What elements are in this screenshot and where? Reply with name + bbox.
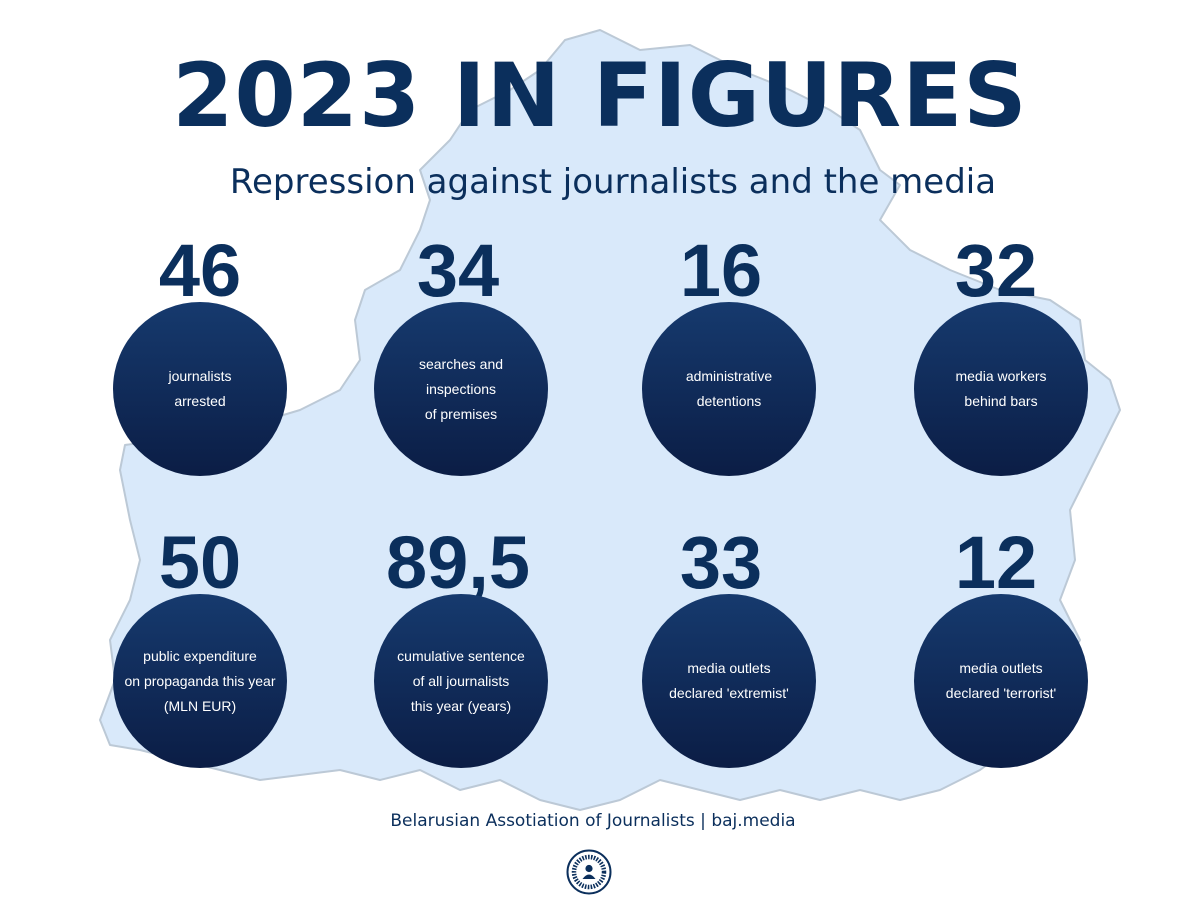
baj-logo-icon (566, 849, 612, 895)
page-subtitle: Repression against journalists and the m… (229, 162, 997, 202)
stat-label: administrative detentions (685, 368, 773, 409)
stat-value: 32 (954, 229, 1038, 312)
stat-circle: media outlets declared 'terrorist' (914, 594, 1088, 768)
stat-label: cumulative sentence of all journalists t… (397, 647, 525, 714)
stat-label: public expenditure on propaganda this ye… (124, 647, 276, 714)
stat-circle: media outlets declared 'extremist' (642, 594, 816, 768)
stat-label: searches and inspections of premises (418, 355, 504, 422)
stat-value: 46 (158, 229, 242, 312)
stat-circle: media workers behind bars (914, 302, 1088, 476)
stat-label: media outlets declared 'terrorist' (945, 660, 1057, 701)
stat-circle: journalists arrested (113, 302, 287, 476)
stat-value: 33 (679, 521, 763, 604)
stat-label: media workers behind bars (955, 368, 1047, 409)
page-title: 2023 IN FIGURES (172, 44, 1028, 147)
stat-label: journalists arrested (168, 368, 232, 409)
stat-value: 34 (416, 229, 500, 312)
stat-value: 50 (158, 521, 242, 604)
stat-circle: public expenditure on propaganda this ye… (113, 594, 287, 768)
stat-circle: administrative detentions (642, 302, 816, 476)
stat-label: media outlets declared 'extremist' (669, 660, 789, 701)
stat-value: 16 (679, 229, 763, 312)
stat-value: 12 (954, 521, 1038, 604)
stat-circle: cumulative sentence of all journalists t… (374, 594, 548, 768)
stat-circle: searches and inspections of premises (374, 302, 548, 476)
footer-credit: Belarusian Assotiation of Journalists | … (390, 811, 796, 831)
stat-value: 89,5 (385, 521, 531, 604)
